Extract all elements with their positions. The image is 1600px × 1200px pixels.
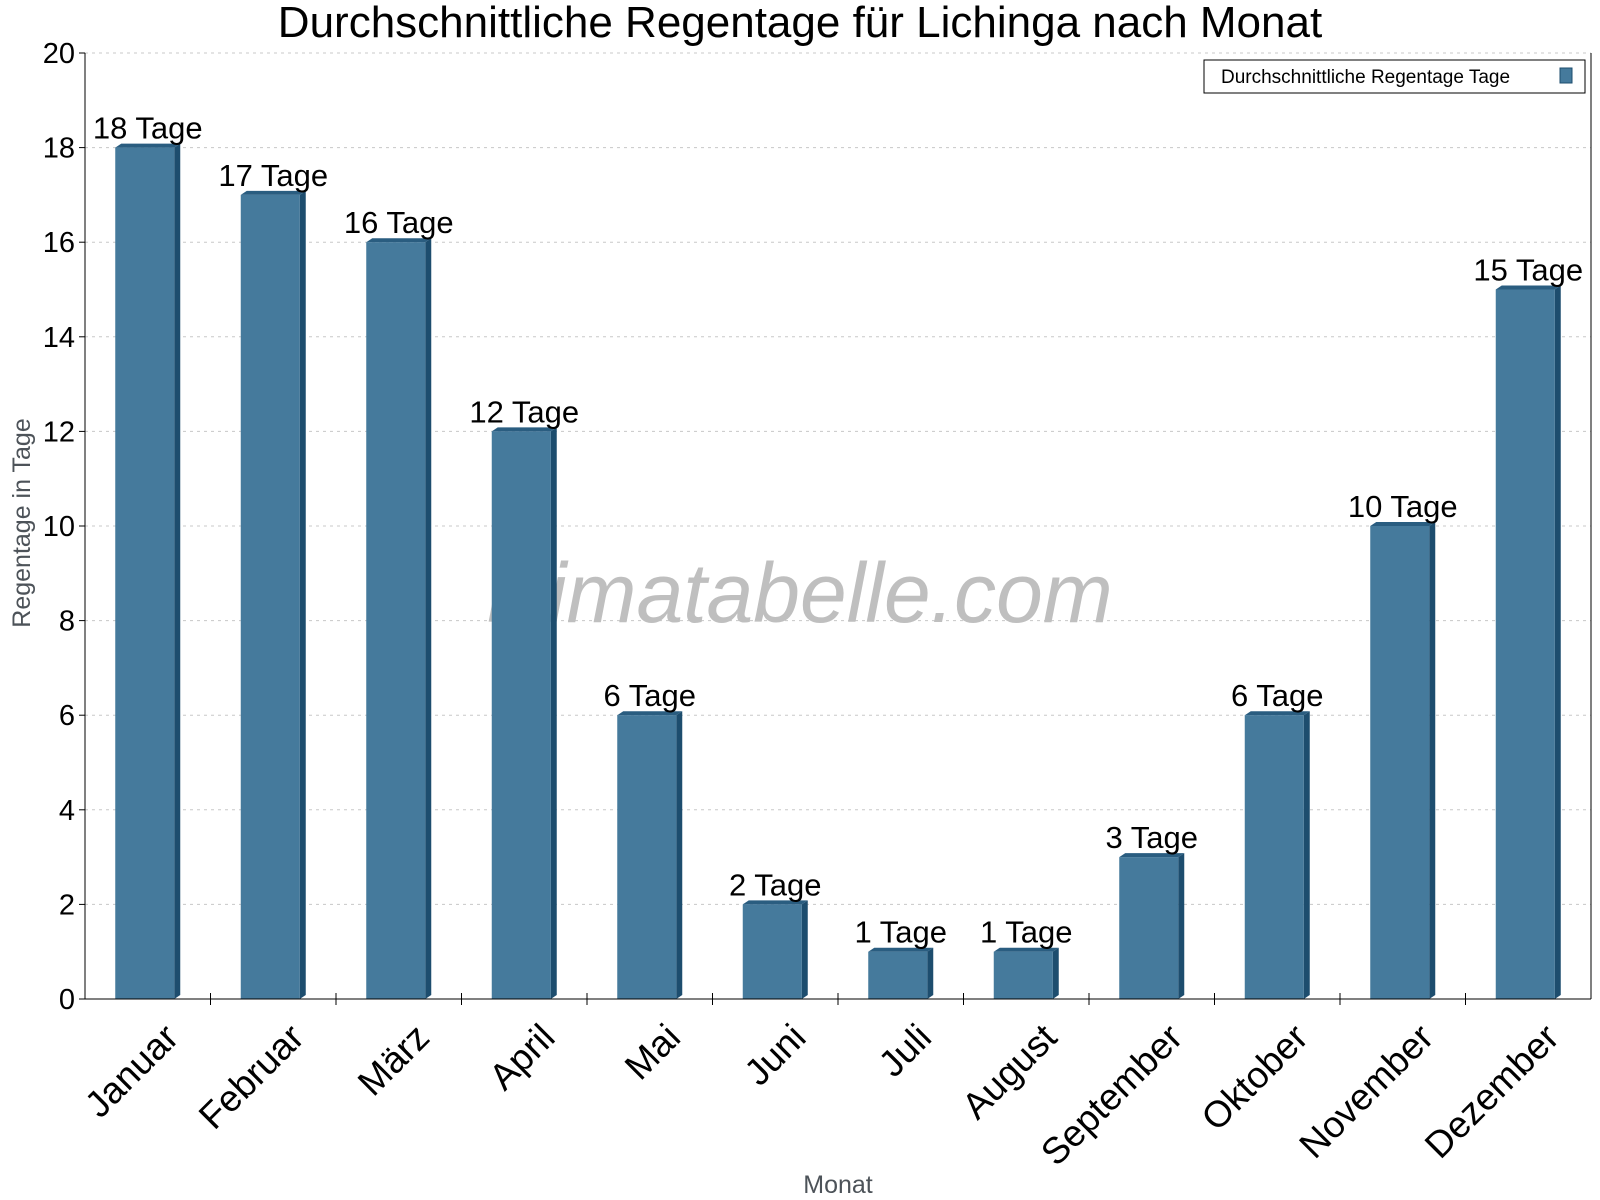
y-tick-label: 16: [43, 227, 75, 259]
y-tick-label: 14: [43, 322, 75, 354]
bar-front: [742, 904, 802, 999]
x-tick-label: Mai: [617, 1016, 688, 1087]
x-tick-label: Januar: [77, 1016, 186, 1125]
data-label: 10 Tage: [1348, 489, 1458, 524]
data-label: 15 Tage: [1473, 253, 1583, 288]
bar-front: [1119, 857, 1179, 999]
x-tick-label: April: [481, 1016, 562, 1097]
data-label: 16 Tage: [344, 205, 454, 240]
bar-dezember: [1495, 285, 1561, 999]
bar-side: [550, 427, 557, 999]
bar-märz: [366, 238, 432, 999]
bar-side: [801, 900, 808, 999]
y-tick-label: 2: [59, 889, 75, 921]
bar-front: [240, 194, 300, 999]
data-label: 6 Tage: [1231, 678, 1324, 713]
x-tick-label: Februar: [191, 1016, 312, 1137]
bar-front: [1244, 715, 1304, 999]
bar-side: [299, 190, 306, 999]
bar-front: [868, 951, 928, 999]
y-tick-label: 10: [43, 511, 75, 543]
legend-swatch: [1559, 67, 1573, 84]
legend: Durchschnittliche Regentage Tage: [1203, 59, 1586, 94]
bar-august: [993, 947, 1059, 999]
bar-top: [1495, 285, 1561, 290]
bar-top: [868, 947, 934, 952]
bar-april: [491, 427, 557, 999]
bar-top: [1244, 711, 1310, 716]
bar-front: [617, 715, 677, 999]
y-tick-label: 18: [43, 133, 75, 165]
data-label: 3 Tage: [1105, 820, 1198, 855]
x-tick-label: Juli: [871, 1016, 939, 1084]
bar-mai: [617, 711, 683, 999]
bar-front: [1495, 289, 1555, 999]
x-tick-label: März: [350, 1016, 437, 1103]
y-tick-label: 6: [59, 700, 75, 732]
data-label: 17 Tage: [218, 158, 328, 193]
x-tick-label: Juni: [737, 1016, 814, 1093]
bar-front: [491, 431, 551, 999]
bar-juni: [742, 900, 808, 999]
bar-side: [1429, 522, 1436, 999]
bar-top: [742, 900, 808, 905]
bar-november: [1370, 522, 1436, 999]
bar-top: [366, 238, 432, 243]
bar-side: [1052, 947, 1059, 999]
bar-top: [993, 947, 1059, 952]
x-tick-label: November: [1291, 1016, 1441, 1166]
bar-side: [1303, 711, 1310, 999]
bar-side: [1178, 853, 1185, 999]
y-tick-label: 8: [59, 606, 75, 638]
data-label: 2 Tage: [729, 867, 822, 902]
data-label: 1 Tage: [854, 915, 947, 950]
data-label: 6 Tage: [603, 678, 696, 713]
bar-top: [1119, 853, 1185, 858]
gridlines: [85, 52, 1591, 905]
bar-top: [617, 711, 683, 716]
x-tick-label: Oktober: [1194, 1016, 1316, 1138]
bar-top: [491, 427, 557, 432]
y-tick-label: 12: [43, 416, 75, 448]
bar-top: [1370, 522, 1436, 526]
y-tick-label: 0: [59, 984, 75, 1016]
bar-oktober: [1244, 711, 1310, 999]
x-tick-label: Dezember: [1417, 1016, 1567, 1166]
legend-label: Durchschnittliche Regentage Tage: [1221, 67, 1510, 88]
bars: [115, 143, 1561, 1000]
data-label: 1 Tage: [980, 915, 1073, 950]
data-label: 18 Tage: [93, 111, 203, 146]
legend-box: [1203, 59, 1586, 94]
y-axis-title: Regentage in Tage: [8, 418, 36, 627]
bar-top: [115, 143, 181, 148]
bar-side: [174, 143, 181, 1000]
bar-side: [676, 711, 683, 999]
watermark-text: klimatabelle.com: [487, 546, 1113, 640]
bar-top: [240, 190, 306, 195]
bar-front: [1370, 526, 1430, 999]
y-tick-label: 20: [43, 38, 75, 70]
bar-front: [366, 242, 426, 999]
axes: 0 2 4 6 8 10 12 14 16 18 20: [43, 38, 1592, 1016]
x-axis-title: Monat: [803, 1171, 873, 1199]
bar-side: [425, 238, 432, 999]
bar-front: [993, 951, 1053, 999]
bar-september: [1119, 853, 1185, 999]
x-tick-label: August: [954, 1016, 1065, 1127]
bar-side: [1554, 285, 1561, 999]
bar-front: [115, 147, 175, 1000]
data-label: 12 Tage: [469, 394, 579, 429]
bar-februar: [240, 190, 306, 999]
y-tick-label: 4: [59, 795, 75, 827]
bar-juli: [868, 947, 934, 999]
bar-side: [927, 947, 934, 999]
chart-title: Durchschnittliche Regentage für Lichinga…: [278, 0, 1322, 47]
bar-januar: [115, 143, 181, 1000]
